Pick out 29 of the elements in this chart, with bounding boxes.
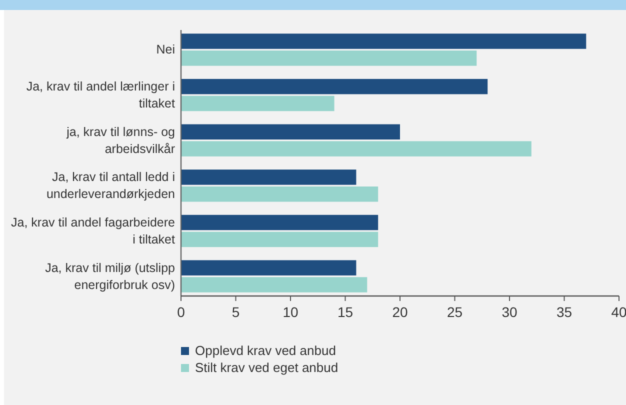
x-tick-label: 25	[446, 304, 463, 320]
bar	[181, 277, 368, 292]
bar	[181, 186, 378, 202]
legend-label: Stilt krav ved eget anbud	[195, 360, 338, 375]
bar	[181, 34, 586, 49]
bar	[181, 124, 400, 140]
bar	[181, 170, 356, 185]
legend-label: Opplevd krav ved anbud	[195, 343, 336, 358]
bar	[181, 141, 532, 156]
bar	[181, 96, 334, 112]
bar	[181, 50, 477, 66]
x-tick-label: 10	[282, 304, 298, 320]
y-tick-label: Ja, krav til miljø (utslipp energiforbruk osv)	[45, 260, 176, 292]
bar	[181, 260, 356, 276]
x-tick-label: 30	[502, 304, 518, 320]
y-tick-label: ja, krav til lønns- og arbeidsvilkår	[66, 124, 176, 156]
bar	[181, 232, 378, 248]
y-tick-label: Ja, krav til antall ledd i underleverandørkjeden	[46, 170, 176, 202]
x-tick-label: 5	[232, 304, 240, 320]
x-tick-label: 40	[611, 304, 626, 320]
x-tick-label: 35	[556, 304, 572, 320]
x-tick-label: 15	[337, 304, 354, 320]
y-tick-label: Ja, krav til andel lærlinger i tiltaket	[26, 80, 176, 111]
y-tick-label: Nei	[156, 42, 175, 57]
bar	[181, 214, 378, 230]
x-tick-label: 0	[177, 304, 186, 320]
y-tick-label: Ja, krav til andel fagarbeidere i tiltaket	[11, 215, 176, 246]
bar	[181, 78, 488, 94]
x-tick-label: 20	[392, 304, 408, 320]
